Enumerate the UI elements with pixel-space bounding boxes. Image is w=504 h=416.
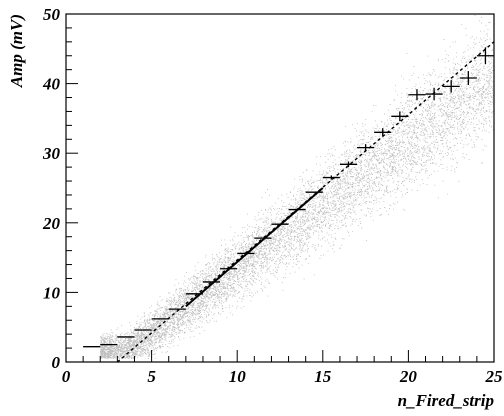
profile-point xyxy=(151,318,169,320)
profile-point xyxy=(357,144,375,152)
profile-point xyxy=(391,111,409,122)
profile-point xyxy=(442,80,460,93)
profile-point xyxy=(322,175,340,180)
y-tick-label: 40 xyxy=(42,75,61,94)
profile-point xyxy=(459,71,477,85)
profile-point xyxy=(425,87,443,101)
scatter-points xyxy=(100,13,495,359)
profile-point xyxy=(288,208,306,211)
profile-point xyxy=(100,343,118,346)
y-axis-title: Amp (mV) xyxy=(7,14,26,88)
axis-ticks xyxy=(65,13,495,363)
x-tick-label: 20 xyxy=(399,367,418,386)
fit-lines xyxy=(116,41,495,363)
scatter-cloud xyxy=(100,13,495,359)
profile-point xyxy=(185,293,203,295)
profile-point xyxy=(220,268,238,270)
profile-point xyxy=(271,223,289,225)
x-tick-label: 25 xyxy=(485,367,504,386)
fit-line-dashed xyxy=(116,41,495,363)
profile-point xyxy=(117,336,135,338)
profile-point xyxy=(408,89,426,101)
tick-labels: 0 5 10 15 20 25 0 10 20 30 40 50 xyxy=(42,5,503,386)
y-tick-label: 50 xyxy=(43,5,61,24)
profile-point xyxy=(134,329,152,331)
x-tick-label: 15 xyxy=(314,367,332,386)
profile-point xyxy=(202,281,221,283)
profile-point xyxy=(305,191,323,193)
y-tick-label: 20 xyxy=(42,214,61,233)
profile-point xyxy=(254,237,272,239)
x-tick-label: 10 xyxy=(229,367,247,386)
profile-point xyxy=(168,308,186,310)
x-tick-label: 5 xyxy=(147,367,156,386)
profile-point xyxy=(339,161,358,168)
x-tick-label: 0 xyxy=(62,367,71,386)
y-tick-label: 30 xyxy=(42,144,61,163)
x-axis-title: n_Fired_strip xyxy=(398,391,494,410)
plot-frame xyxy=(65,13,495,363)
profile-point xyxy=(374,128,392,137)
profile-point xyxy=(83,346,101,348)
profile-point xyxy=(476,47,494,65)
profile-points xyxy=(83,47,494,348)
fit-line-solid xyxy=(185,187,324,308)
y-tick-label: 10 xyxy=(43,283,61,302)
profile-point xyxy=(237,252,255,255)
y-tick-label: 0 xyxy=(52,353,61,372)
